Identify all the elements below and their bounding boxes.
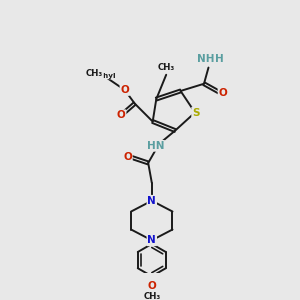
Text: NH: NH <box>197 55 214 64</box>
Text: O: O <box>147 281 156 291</box>
Text: CH₃: CH₃ <box>143 292 160 300</box>
Text: N: N <box>147 235 156 245</box>
Text: O: O <box>218 88 227 98</box>
Text: S: S <box>192 107 200 118</box>
Text: O: O <box>120 85 129 95</box>
Text: H: H <box>215 55 224 64</box>
Text: CH₃: CH₃ <box>158 63 175 72</box>
Text: O: O <box>117 110 126 120</box>
Text: N: N <box>147 196 156 206</box>
Text: CH₃: CH₃ <box>85 69 103 78</box>
Text: HN: HN <box>147 141 164 151</box>
Text: O: O <box>123 152 132 162</box>
Text: methyl: methyl <box>87 73 116 79</box>
